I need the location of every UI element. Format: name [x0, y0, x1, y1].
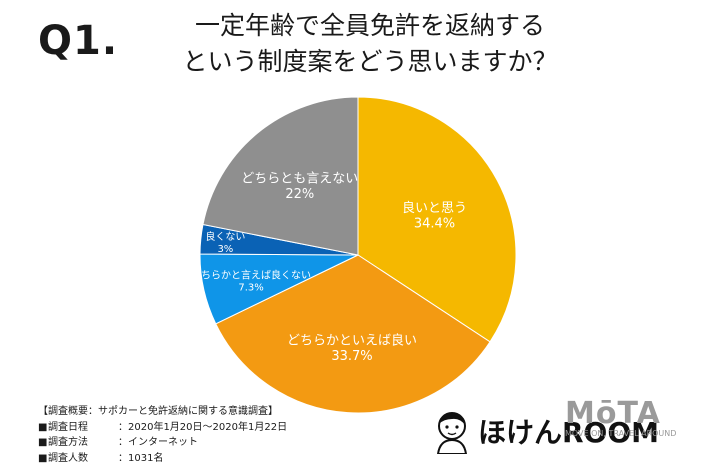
notes-row-label: 調査日程	[48, 421, 88, 433]
hokenroom-logo: ほけんROOM	[430, 408, 660, 455]
notes-bullet: ■	[38, 421, 48, 433]
slice-value: 34.4%	[414, 216, 455, 231]
notes-row-label: 調査方法	[48, 437, 88, 448]
mota-wordmark: MōTA	[565, 396, 661, 431]
notes-heading: 【調査概要：サポカーと免許返納に関する意識調査】	[38, 406, 278, 417]
slice-label: 良いと思う	[402, 200, 467, 216]
slice-label: どちらかと言えば良くない	[191, 269, 311, 282]
notes-row-value: ：1031名	[118, 452, 164, 464]
notes-bullet: ■	[38, 437, 48, 448]
pie-slice	[202, 96, 359, 256]
notes-row: ■ 調査人数 ：1031名	[38, 451, 287, 467]
mota-logo: MōTA MOVE ON, TRAVEL AROUND	[565, 396, 705, 438]
notes-row: ■ 調査方法 ：インターネット	[38, 435, 287, 451]
notes-row-value: ：インターネット	[118, 437, 198, 448]
slice-value: 7.3%	[238, 283, 263, 294]
survey-notes: 【調査概要：サポカーと免許返納に関する意識調査】 ■ 調査日程 ：2020年1月…	[38, 404, 287, 466]
notes-bullet: ■	[38, 452, 48, 464]
slice-label: 良くない	[205, 230, 245, 243]
slice-value: 33.7%	[331, 349, 372, 364]
mota-tagline: MOVE ON, TRAVEL AROUND	[565, 429, 677, 438]
chart-title: 一定年齢で全員免許を返納する という制度案をどう思いますか？	[140, 8, 600, 80]
question-label: Q1.	[38, 18, 119, 64]
slice-value: 3%	[217, 244, 233, 255]
slice-label: どちらとも言えない	[241, 171, 358, 186]
title-line-2: という制度案をどう思いますか？	[182, 47, 558, 76]
notes-row-label: 調査人数	[48, 452, 88, 464]
notes-row-value: ：2020年1月20日〜2020年1月22日	[118, 421, 288, 433]
mascot-icon	[430, 408, 474, 455]
notes-row: ■ 調査日程 ：2020年1月20日〜2020年1月22日	[38, 420, 287, 436]
slice-label: どちらかといえば良い	[287, 332, 417, 348]
pie-slice	[215, 254, 491, 414]
slice-value: 22%	[285, 187, 314, 202]
brand-name: ほけんROOM	[478, 416, 660, 449]
title-line-1: 一定年齢で全員免許を返納する	[194, 11, 545, 40]
